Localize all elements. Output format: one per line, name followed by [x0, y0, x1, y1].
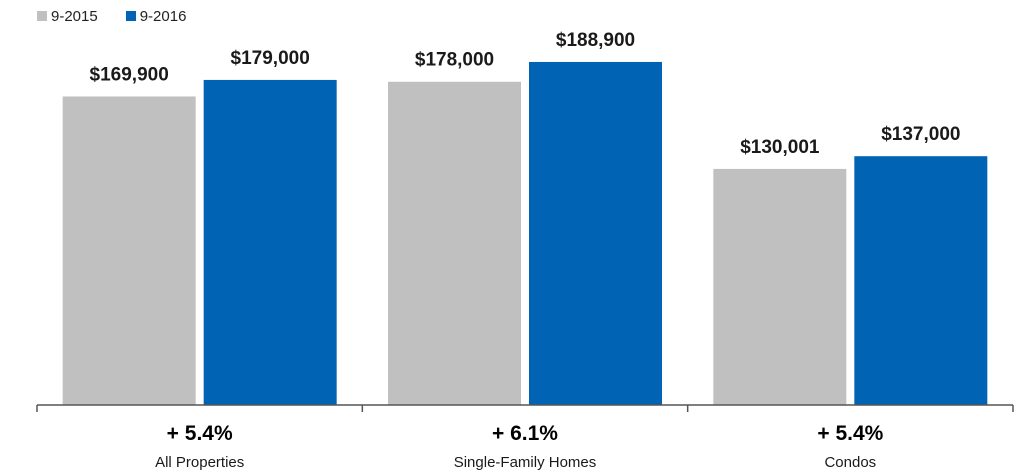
- legend-item-2015: 9-2015: [37, 8, 98, 25]
- category-label: Condos: [824, 454, 876, 471]
- change-label: + 5.4%: [817, 422, 883, 445]
- change-label: + 5.4%: [167, 422, 233, 445]
- data-label: $130,001: [740, 137, 820, 158]
- data-label: $188,900: [556, 30, 635, 51]
- category-label: All Properties: [155, 454, 244, 471]
- data-label: $137,000: [881, 124, 960, 145]
- bar-9-2015-1: [388, 81, 521, 405]
- bar-9-2015-2: [713, 168, 847, 405]
- legend: 9-2015 9-2016: [37, 6, 186, 26]
- data-label: $169,900: [90, 64, 169, 85]
- bar-9-2015-0: [62, 96, 196, 405]
- legend-label-2016: 9-2016: [139, 7, 187, 25]
- data-label: $179,000: [231, 48, 310, 69]
- bar-9-2016-0: [203, 79, 337, 405]
- bar-9-2016-2: [854, 156, 988, 405]
- data-label: $178,000: [415, 50, 494, 71]
- legend-swatch-2015: [37, 11, 47, 21]
- category-label: Single-Family Homes: [454, 454, 597, 471]
- legend-label-2015: 9-2015: [51, 7, 98, 25]
- legend-swatch-2016: [125, 11, 136, 21]
- bar-9-2016-1: [529, 61, 662, 405]
- legend-item-2016: 9-2016: [125, 7, 187, 25]
- change-label: + 6.1%: [492, 422, 558, 445]
